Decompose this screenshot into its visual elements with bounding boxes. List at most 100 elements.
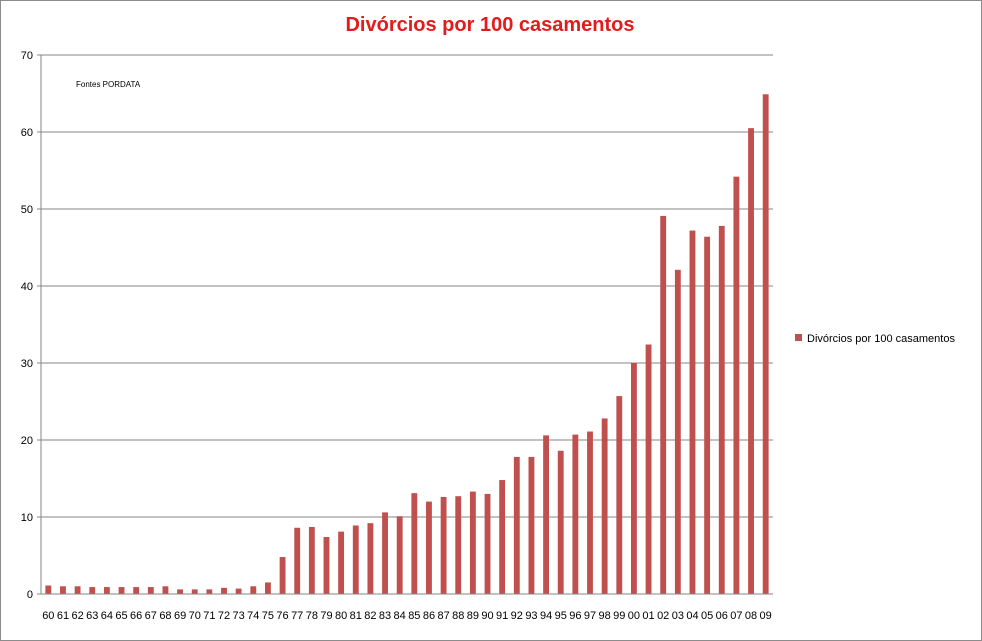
bar: [235, 588, 242, 594]
bar: [704, 236, 711, 594]
x-tick-label: 79: [320, 610, 332, 622]
bar: [660, 215, 667, 594]
bar: [206, 589, 213, 594]
bar: [60, 586, 66, 594]
x-tick-label: 67: [145, 610, 157, 622]
x-tick-label: 93: [525, 610, 537, 622]
x-tick-label: 64: [101, 610, 113, 622]
x-tick-label: 90: [481, 610, 493, 622]
legend-swatch: [795, 334, 802, 341]
legend: Divórcios por 100 casamentos: [795, 333, 955, 345]
x-tick-label: 99: [613, 610, 625, 622]
bar: [89, 587, 96, 594]
x-tick-label: 96: [569, 610, 581, 622]
bar: [513, 456, 520, 594]
y-tick-label: 20: [21, 435, 33, 447]
bar: [118, 587, 125, 594]
y-tick-label: 0: [27, 589, 33, 601]
y-tick-labels: 0 10 20 30 40 50 60 70: [21, 50, 33, 601]
x-tick-label: 77: [291, 610, 303, 622]
x-tick-label: 70: [189, 610, 201, 622]
bar: [162, 586, 169, 594]
x-tick-label: 07: [730, 610, 742, 622]
x-tick-label: 82: [364, 610, 376, 622]
bar: [455, 496, 462, 594]
bars: [45, 94, 769, 595]
bar: [294, 527, 301, 594]
axes: [40, 55, 773, 595]
x-tick-label: 95: [555, 610, 567, 622]
x-tick-label: 05: [701, 610, 713, 622]
x-tick-label: 08: [745, 610, 757, 622]
x-tick-label: 84: [394, 610, 406, 622]
x-tick-label: 03: [672, 610, 684, 622]
x-tick-label: 83: [379, 610, 391, 622]
x-tick-label: 75: [262, 610, 274, 622]
bar: [191, 589, 198, 594]
bar: [543, 435, 550, 594]
bar: [45, 585, 52, 594]
x-tick-label: 72: [218, 610, 230, 622]
legend-label: Divórcios por 100 casamentos: [807, 333, 955, 345]
x-tick-label: 73: [233, 610, 245, 622]
x-tick-label: 80: [335, 610, 347, 622]
x-tick-label: 60: [42, 610, 54, 622]
x-tick-label: 69: [174, 610, 186, 622]
x-tick-label: 04: [686, 610, 698, 622]
bar: [74, 586, 81, 594]
bar: [689, 230, 696, 594]
x-tick-label: 92: [511, 610, 523, 622]
x-tick-label: 61: [57, 610, 69, 622]
bar: [762, 94, 769, 595]
x-tick-label: 09: [760, 610, 772, 622]
y-tick-label: 30: [21, 358, 33, 370]
bar: [469, 491, 476, 594]
bar: [382, 512, 388, 594]
y-tick-label: 70: [21, 50, 33, 62]
x-tick-label: 88: [452, 610, 464, 622]
bar: [426, 501, 432, 594]
bar: [601, 418, 608, 594]
bar: [338, 531, 345, 594]
y-tick-label: 60: [21, 127, 33, 139]
bar: [147, 587, 154, 594]
x-tick-labels: 60 61 62 63 64 65 66 67 68 69 70 71 72 73 74 75 76 77 78 79…: [42, 610, 772, 622]
x-tick-label: 63: [86, 610, 98, 622]
x-tick-label: 94: [540, 610, 552, 622]
x-tick-label: 01: [642, 610, 654, 622]
x-tick-label: 00: [628, 610, 640, 622]
x-tick-label: 62: [71, 610, 83, 622]
y-tick-label: 40: [21, 281, 33, 293]
bar: [645, 344, 652, 594]
bar: [616, 396, 623, 594]
bar: [103, 587, 110, 594]
bar: [440, 496, 447, 594]
bar: [367, 523, 374, 594]
x-tick-label: 91: [496, 610, 508, 622]
bar: [587, 431, 593, 594]
bar: [484, 493, 491, 594]
x-tick-label: 98: [599, 610, 611, 622]
bar: [733, 176, 740, 594]
bar: [396, 516, 403, 594]
x-tick-label: 78: [306, 610, 318, 622]
x-tick-label: 87: [437, 610, 449, 622]
x-tick-label: 71: [203, 610, 215, 622]
bar: [177, 589, 184, 594]
bar: [557, 450, 564, 594]
chart-title: Divórcios por 100 casamentos: [345, 14, 634, 36]
bar: [630, 363, 637, 594]
x-tick-label: 76: [276, 610, 288, 622]
y-tick-label: 50: [21, 204, 33, 216]
bar: [674, 269, 681, 594]
bar: [572, 434, 579, 594]
x-tick-label: 65: [115, 610, 127, 622]
bar: [411, 493, 418, 594]
x-tick-label: 89: [467, 610, 479, 622]
bar: [323, 537, 330, 594]
bar: [221, 587, 227, 594]
bar: [528, 456, 535, 594]
bar: [748, 128, 754, 594]
x-tick-label: 81: [350, 610, 362, 622]
